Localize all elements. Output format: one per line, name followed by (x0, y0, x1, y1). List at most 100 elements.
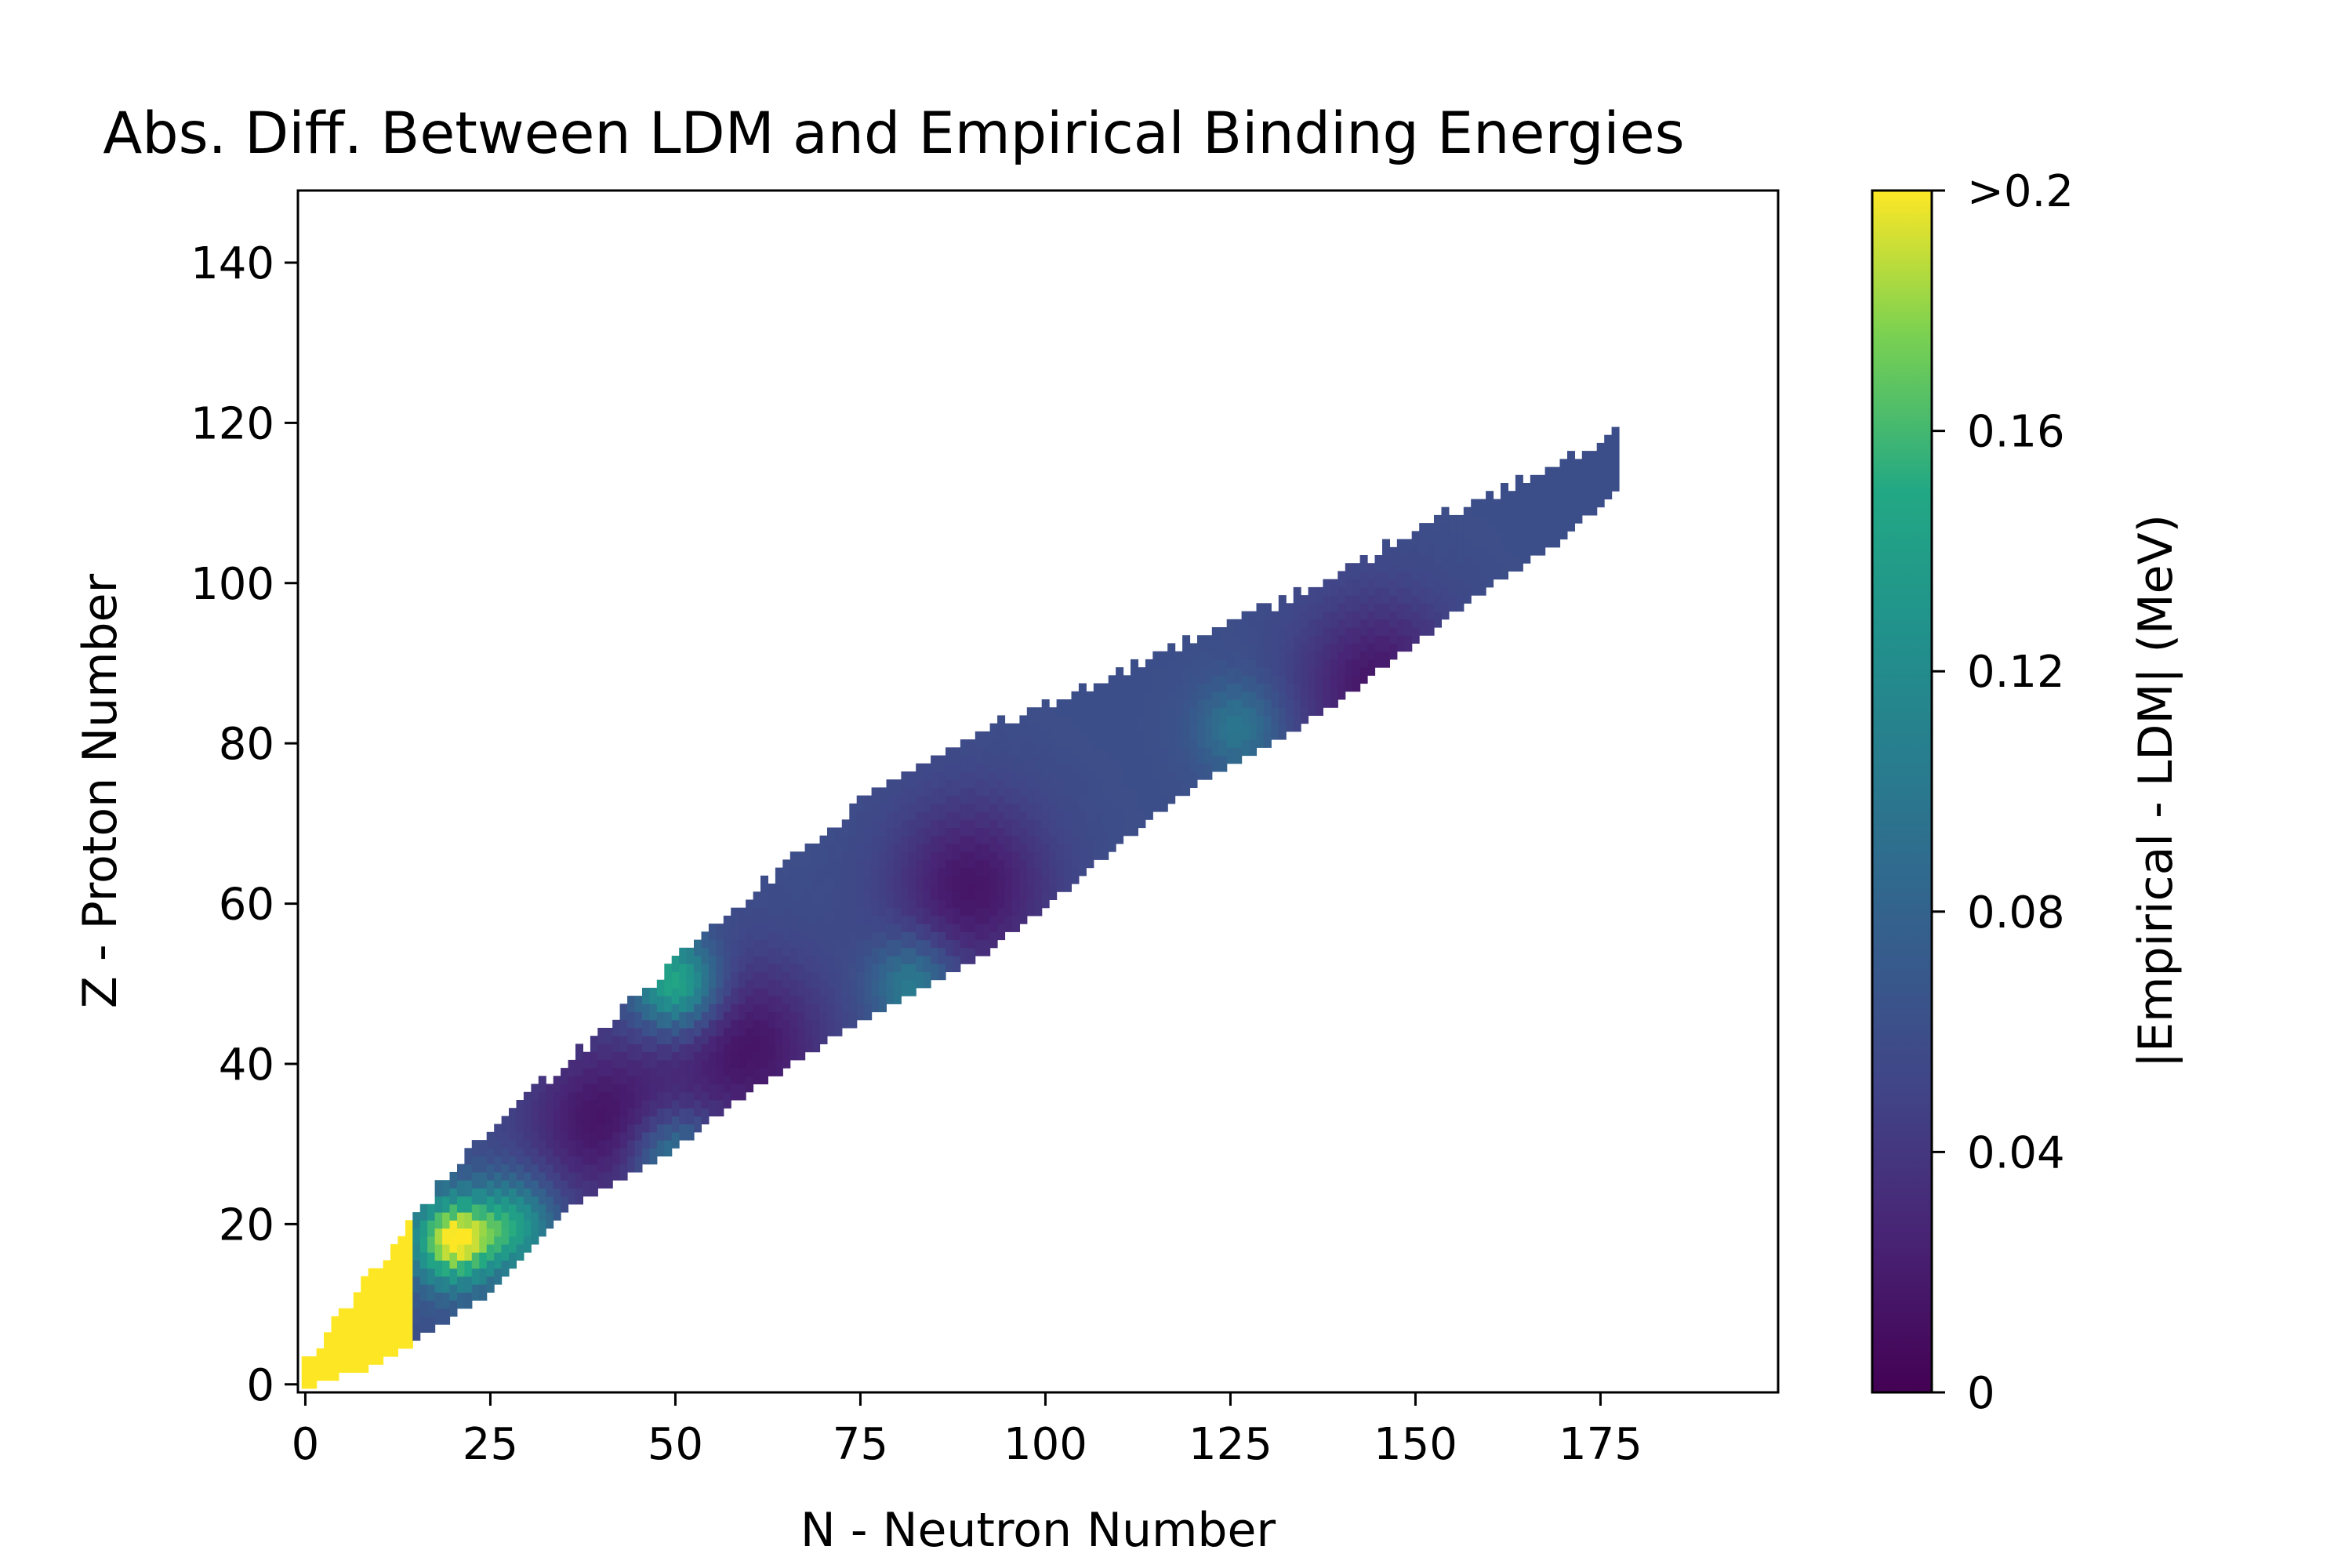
heatmap-cell (1108, 755, 1116, 772)
heatmap-cell (679, 996, 688, 1013)
heatmap-cell (775, 1011, 783, 1029)
heatmap-cell (1211, 675, 1220, 692)
heatmap-cell (1219, 755, 1228, 772)
heatmap-cell (989, 787, 998, 804)
heatmap-cell (1019, 731, 1028, 748)
heatmap-cell (1448, 595, 1457, 612)
heatmap-cell (938, 931, 946, 949)
heatmap-cell (864, 1004, 873, 1021)
heatmap-cell (1086, 707, 1094, 724)
heatmap-cell (1160, 667, 1168, 684)
heatmap-cell (619, 1163, 628, 1181)
heatmap-cell (1382, 555, 1390, 572)
heatmap-cell (442, 1180, 451, 1197)
heatmap-cell (1352, 579, 1361, 596)
y-tick-label: 100 (191, 559, 274, 610)
heatmap-cell (1249, 659, 1257, 676)
heatmap-cell (523, 1171, 532, 1189)
heatmap-cell (1441, 523, 1450, 540)
heatmap-cell (604, 1140, 613, 1157)
heatmap-cell (849, 884, 858, 900)
heatmap-cell (1064, 859, 1072, 877)
heatmap-cell (849, 899, 858, 916)
heatmap-cell (561, 1163, 569, 1181)
heatmap-cell (1434, 611, 1442, 628)
heatmap-cell (397, 1284, 406, 1301)
heatmap-cell (1026, 707, 1035, 724)
heatmap-cell (1508, 539, 1516, 556)
heatmap-cell (953, 827, 961, 844)
heatmap-cell (1330, 595, 1338, 612)
heatmap-cell (694, 1004, 702, 1021)
heatmap-cell (953, 875, 961, 892)
heatmap-cell (1241, 691, 1250, 708)
heatmap-cell (1589, 499, 1598, 516)
heatmap-cell (464, 1228, 473, 1245)
heatmap-cell (523, 1108, 532, 1125)
heatmap-cell (997, 715, 1006, 732)
heatmap-cell (1071, 835, 1080, 852)
heatmap-cell (716, 1051, 724, 1069)
heatmap-cell (931, 899, 939, 916)
heatmap-cell (583, 1068, 591, 1085)
heatmap-cell (1145, 755, 1153, 772)
heatmap-cell (989, 867, 998, 884)
heatmap-cell (931, 964, 939, 981)
heatmap-cell (893, 987, 902, 1004)
heatmap-cell (731, 907, 739, 924)
heatmap-cell (1101, 715, 1109, 732)
heatmap-cell (1064, 731, 1072, 748)
heatmap-cell (1167, 771, 1176, 788)
heatmap-cell (1189, 739, 1198, 757)
heatmap-cell (1559, 474, 1568, 492)
heatmap-cell (1530, 523, 1538, 540)
heatmap-cell (731, 956, 739, 972)
heatmap-cell (997, 924, 1006, 941)
heatmap-cell (856, 939, 865, 956)
heatmap-cell (1026, 723, 1035, 740)
heatmap-cell (1293, 619, 1301, 636)
heatmap-cell (1367, 611, 1376, 628)
heatmap-cell (531, 1100, 539, 1116)
heatmap-cell (694, 939, 702, 956)
heatmap-cell (479, 1188, 488, 1205)
heatmap-cell (760, 1051, 768, 1069)
heatmap-cell (760, 891, 768, 909)
heatmap-cell (864, 956, 873, 972)
heatmap-cell (946, 939, 953, 956)
heatmap-cell (694, 1019, 702, 1036)
heatmap-cell (627, 1156, 636, 1173)
heatmap-cell (1330, 611, 1338, 628)
heatmap-cell (1471, 579, 1479, 596)
heatmap-cell (1523, 514, 1531, 532)
heatmap-cell (383, 1260, 391, 1277)
heatmap-cell (664, 1140, 673, 1157)
heatmap-cell (1611, 426, 1620, 444)
heatmap-cell (1101, 795, 1109, 812)
heatmap-cell (501, 1212, 510, 1229)
heatmap-cell (1338, 571, 1346, 588)
heatmap-cell (946, 924, 953, 941)
heatmap-cell (1034, 787, 1043, 804)
heatmap-cell (879, 964, 887, 981)
heatmap-cell (1293, 651, 1301, 668)
heatmap-cell (1544, 483, 1553, 499)
heatmap-cell (997, 779, 1006, 797)
heatmap-cell (612, 1068, 621, 1085)
heatmap-cell (997, 747, 1006, 764)
heatmap-cell (1189, 707, 1198, 724)
heatmap-cell (361, 1356, 369, 1373)
heatmap-cell (768, 884, 776, 900)
heatmap-cell (923, 907, 931, 924)
heatmap-cell (1108, 771, 1116, 788)
heatmap-cell (916, 956, 924, 972)
heatmap-cell (1286, 603, 1294, 620)
heatmap-cell (656, 979, 665, 996)
heatmap-cell (938, 851, 946, 869)
heatmap-cell (916, 859, 924, 877)
heatmap-cell (1308, 683, 1316, 700)
heatmap-cell (708, 939, 717, 956)
heatmap-cell (841, 899, 850, 916)
heatmap-cell (893, 811, 902, 829)
x-tick-label: 25 (463, 1419, 518, 1470)
